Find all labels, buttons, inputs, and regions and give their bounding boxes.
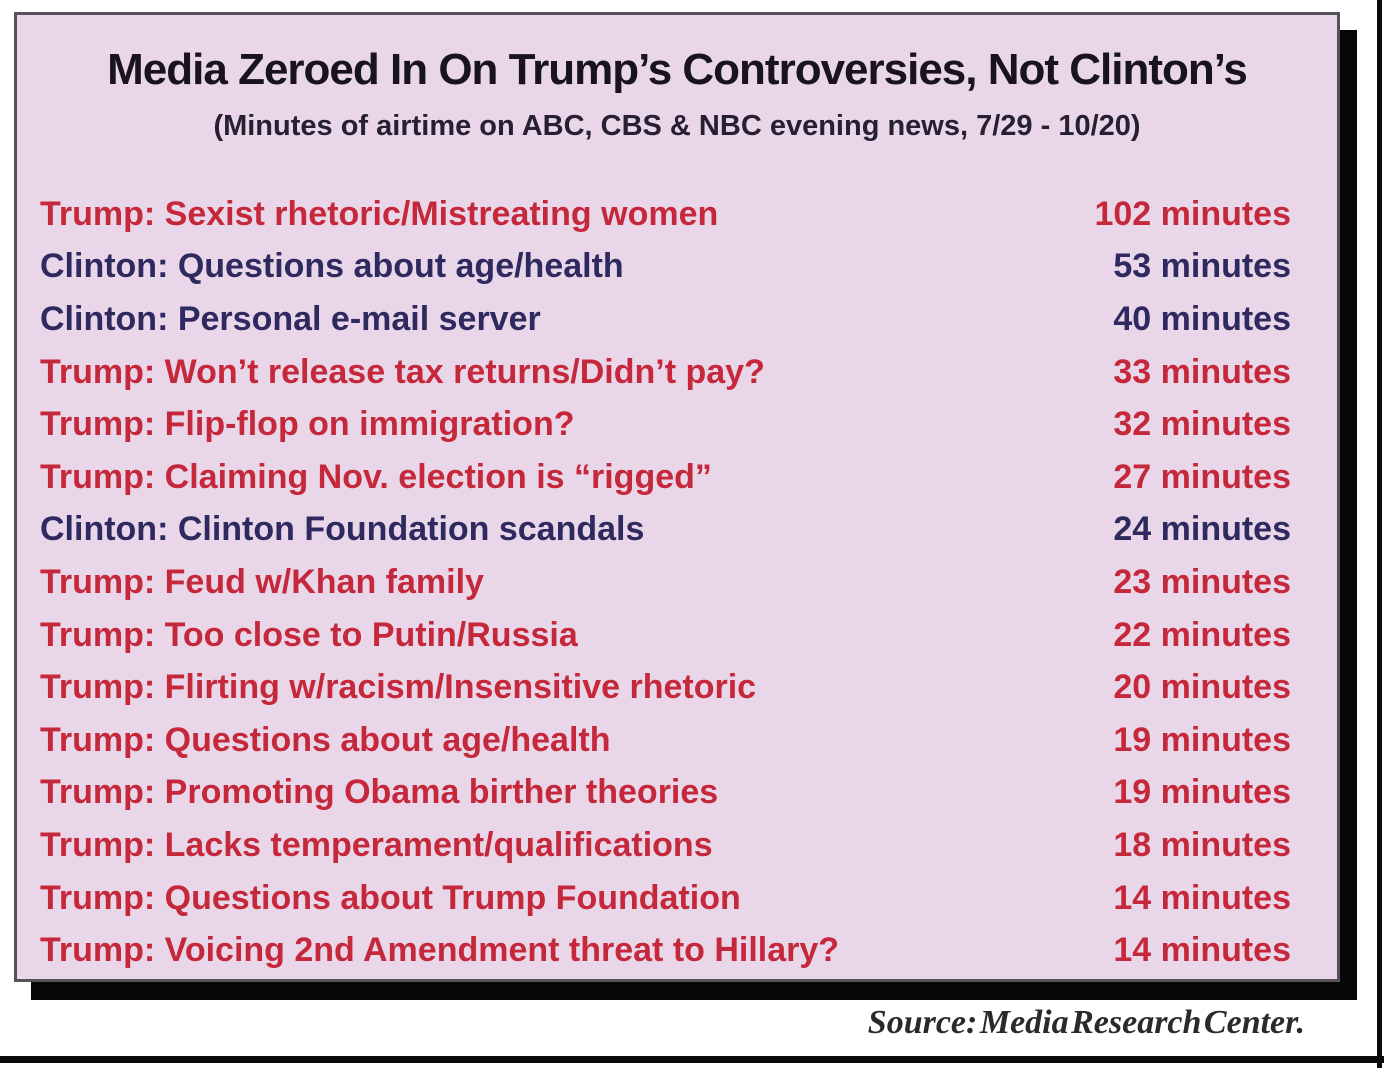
table-row: Trump: Feud w/Khan family 23 minutes [40,556,1291,609]
table-row: Clinton: Questions about age/health 53 m… [40,241,1291,294]
row-value: 24 minutes [1113,510,1291,549]
row-label: Trump: Claiming Nov. election is “rigged… [40,457,712,496]
row-value: 102 minutes [1094,194,1291,233]
row-label: Trump: Lacks temperament/qualifications [40,825,713,864]
row-label: Clinton: Clinton Foundation scandals [40,510,645,549]
table-row: Trump: Flirting w/racism/Insensitive rhe… [40,661,1291,714]
row-label: Trump: Flip-flop on immigration? [40,405,575,444]
row-value: 14 minutes [1113,878,1291,917]
table-row: Trump: Claiming Nov. election is “rigged… [40,451,1291,504]
row-value: 22 minutes [1113,615,1291,654]
infographic-panel: Media Zeroed In On Trump’s Controversies… [14,12,1340,982]
row-label: Clinton: Personal e-mail server [40,299,541,338]
row-value: 20 minutes [1113,668,1291,707]
row-label: Trump: Questions about Trump Foundation [40,878,741,917]
table-row: Trump: Promoting Obama birther theories … [40,767,1291,820]
table-row: Trump: Won’t release tax returns/Didn’t … [40,346,1291,399]
row-label: Trump: Won’t release tax returns/Didn’t … [40,352,765,391]
row-label: Trump: Sexist rhetoric/Mistreating women [40,194,719,233]
table-row: Clinton: Clinton Foundation scandals 24 … [40,504,1291,557]
row-label: Trump: Promoting Obama birther theories [40,773,719,812]
row-label: Trump: Flirting w/racism/Insensitive rhe… [40,668,757,707]
row-value: 40 minutes [1113,299,1291,338]
table-row: Trump: Flip-flop on immigration? 32 minu… [40,398,1291,451]
source-credit: Source: Media Research Center. [867,1004,1305,1041]
table-row: Clinton: Personal e-mail server 40 minut… [40,293,1291,346]
row-value: 32 minutes [1113,405,1291,444]
image-edge-right-line [1377,0,1382,1068]
image-edge-bottom-line [0,1056,1384,1063]
row-value: 27 minutes [1113,457,1291,496]
rows-list: Trump: Sexist rhetoric/Mistreating women… [40,188,1291,977]
row-value: 53 minutes [1113,247,1291,286]
table-row: Trump: Questions about Trump Foundation … [40,872,1291,925]
row-label: Clinton: Questions about age/health [40,247,624,286]
table-row: Trump: Too close to Putin/Russia 22 minu… [40,609,1291,662]
row-value: 14 minutes [1113,931,1291,970]
table-row: Trump: Voicing 2nd Amendment threat to H… [40,924,1291,977]
chart-title: Media Zeroed In On Trump’s Controversies… [107,45,1248,94]
row-value: 33 minutes [1113,352,1291,391]
row-value: 19 minutes [1113,773,1291,812]
row-label: Trump: Questions about age/health [40,720,611,759]
row-label: Trump: Feud w/Khan family [40,562,484,601]
row-value: 19 minutes [1113,720,1291,759]
row-value: 23 minutes [1113,562,1291,601]
row-label: Trump: Too close to Putin/Russia [40,615,578,654]
table-row: Trump: Questions about age/health 19 min… [40,714,1291,767]
table-row: Trump: Sexist rhetoric/Mistreating women… [40,188,1291,241]
chart-subtitle: (Minutes of airtime on ABC, CBS & NBC ev… [213,110,1141,142]
row-label: Trump: Voicing 2nd Amendment threat to H… [40,931,840,970]
table-row: Trump: Lacks temperament/qualifications … [40,819,1291,872]
row-value: 18 minutes [1113,825,1291,864]
